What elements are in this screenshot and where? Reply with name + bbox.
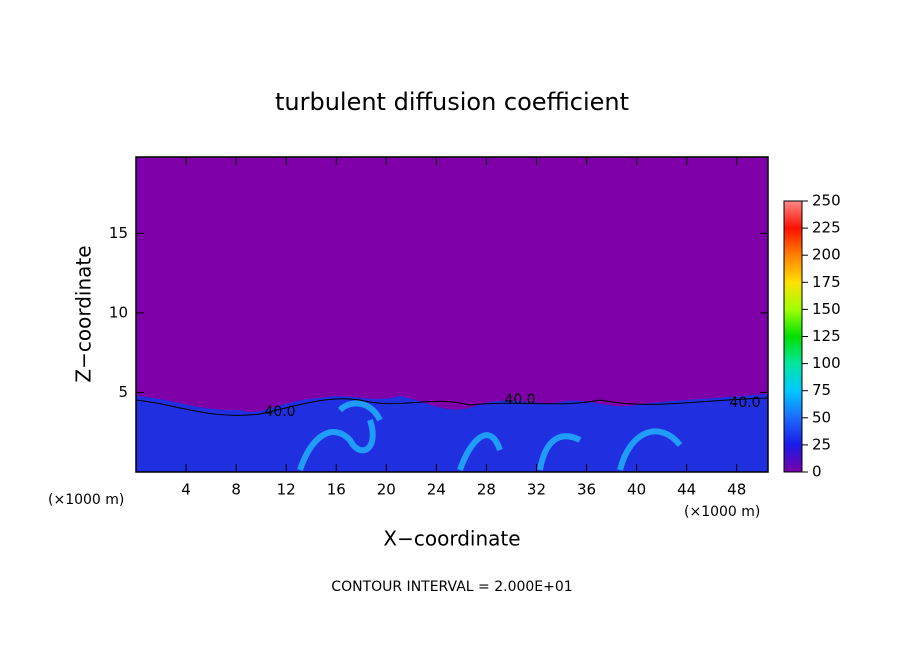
colorbar-tick-label: 150 <box>812 300 841 318</box>
colorbar <box>783 200 803 473</box>
y-axis-label: Z−coordinate <box>72 245 96 382</box>
contour-label: 40.0 <box>504 392 535 408</box>
x-tick-label: 48 <box>727 481 746 499</box>
colorbar-tick-label: 25 <box>812 435 831 453</box>
colorbar-tick-label: 225 <box>812 219 841 237</box>
x-tick-label: 16 <box>327 481 346 499</box>
x-tick-label: 28 <box>477 481 496 499</box>
turbulent-eddies <box>297 400 683 471</box>
contour-line <box>136 397 768 416</box>
x-tick-label: 44 <box>677 481 696 499</box>
colorbar-tick-label: 175 <box>812 273 841 291</box>
x-tick-label: 32 <box>527 481 546 499</box>
colorbar-tick-label: 75 <box>812 381 831 399</box>
x-tick-label: 24 <box>427 481 446 499</box>
y-tick-label: 10 <box>109 303 128 321</box>
colorbar-tick-label: 50 <box>812 408 831 426</box>
x-tick-label: 12 <box>277 481 296 499</box>
y-tick-label: 5 <box>118 383 128 401</box>
contour-label: 40.0 <box>729 395 760 411</box>
x-axis-label: X−coordinate <box>383 527 520 551</box>
x-tick-label: 4 <box>181 481 191 499</box>
x-tick-label: 36 <box>577 481 596 499</box>
contour-label: 40.0 <box>264 404 295 420</box>
turbulent-layer <box>136 394 768 472</box>
colorbar-tick-label: 0 <box>812 463 822 481</box>
chart-title: turbulent diffusion coefficient <box>275 88 629 116</box>
y-tick-label: 15 <box>109 224 128 242</box>
x-tick-label: 20 <box>377 481 396 499</box>
x-unit-label: (×1000 m) <box>684 504 760 520</box>
x-tick-label: 40 <box>627 481 646 499</box>
footer-note: CONTOUR INTERVAL = 2.000E+01 <box>331 579 572 595</box>
colorbar-tick-label: 100 <box>812 354 841 372</box>
colorbar-tick-label: 125 <box>812 327 841 345</box>
x-unit-label: (×1000 m) <box>48 492 124 508</box>
x-tick-label: 8 <box>231 481 241 499</box>
colorbar-tick-label: 200 <box>812 246 841 264</box>
colorbar-tick-label: 250 <box>812 192 841 210</box>
field <box>136 157 768 472</box>
plot-frame <box>135 156 769 473</box>
